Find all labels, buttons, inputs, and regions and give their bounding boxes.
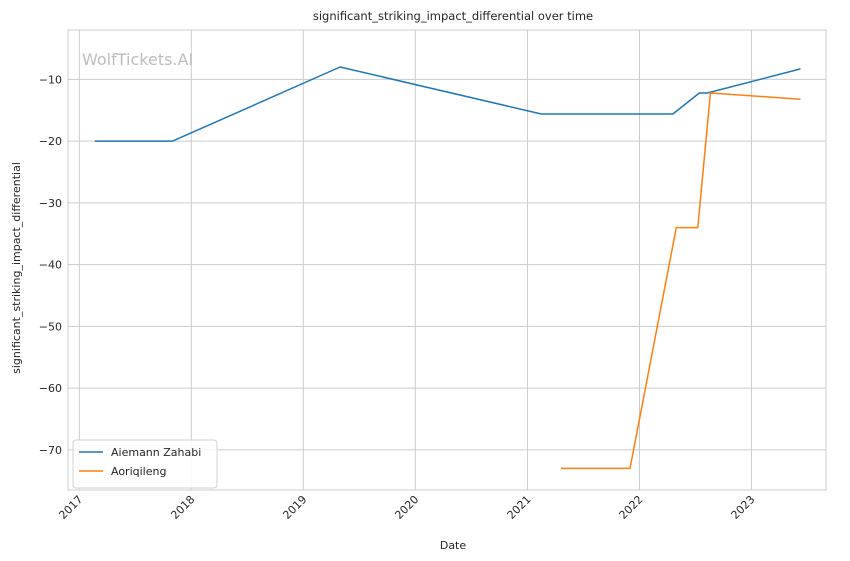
x-tick-label: 2018 [168,493,197,522]
series-line-2 [561,92,801,470]
x-tick-label: 2019 [280,493,309,522]
legend-label: Aoriqileng [111,465,166,478]
plot-frame [67,29,827,491]
y-tick-label: −70 [39,444,62,457]
x-tick-label: 2017 [56,493,85,522]
watermark-text: WolfTickets.AI [82,50,193,69]
legend: Aiemann Zahabi Aoriqileng [72,439,218,489]
chart-title: significant_striking_impact_differential… [313,9,593,23]
x-axis-label: Date [440,539,467,552]
y-tick-labels: −10 −20 −30 −40 −50 −60 −70 [39,73,62,456]
y-tick-label: −30 [39,197,62,210]
x-tick-label: 2022 [617,493,646,522]
grid [68,30,826,490]
legend-label: Aiemann Zahabi [111,446,201,459]
legend-box [72,439,218,489]
y-tick-label: −60 [39,382,62,395]
y-tick-label: −20 [39,135,62,148]
x-tick-label: 2021 [505,493,534,522]
y-axis-label: significant_striking_impact_differential [10,162,23,374]
y-tick-label: −40 [39,259,62,272]
series-line-1 [94,66,801,142]
x-tick-labels: 2017 2018 2019 2020 2021 2022 2023 [56,493,757,522]
x-tick-label: 2023 [729,493,758,522]
series-lines [94,66,801,470]
y-tick-label: −50 [39,320,62,333]
x-tick-label: 2020 [392,493,421,522]
y-tick-label: −10 [39,73,62,86]
